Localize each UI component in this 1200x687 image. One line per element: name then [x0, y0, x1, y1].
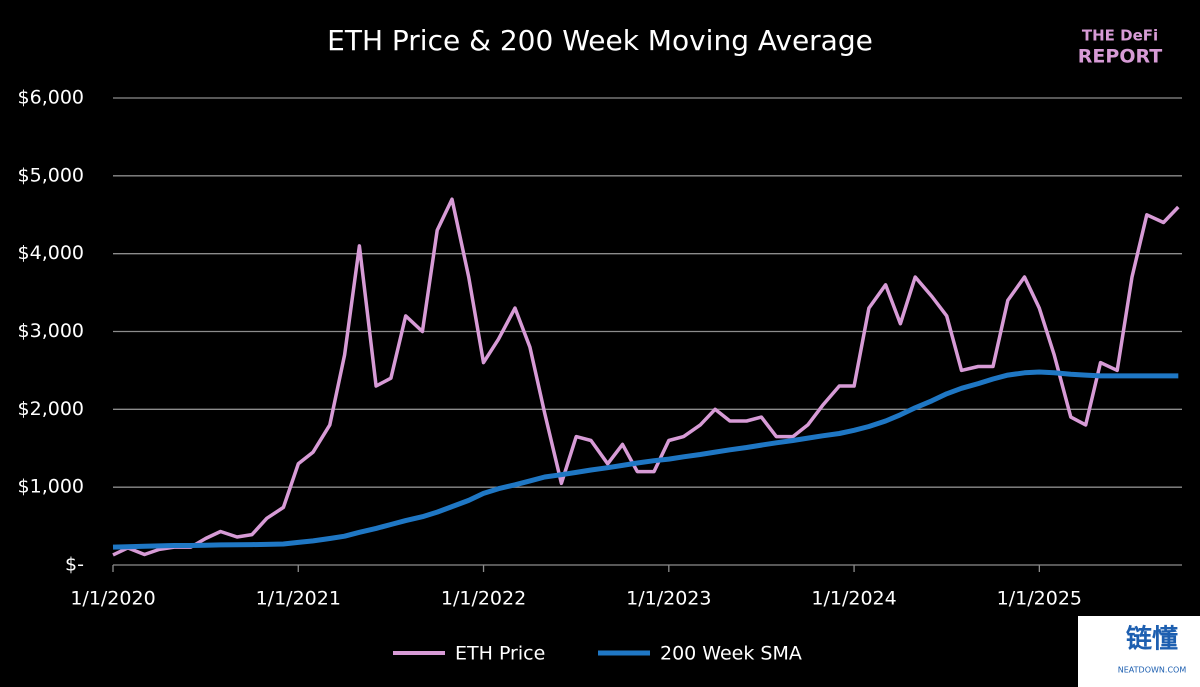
x-tick-label: 1/1/2025	[997, 588, 1082, 610]
y-tick-label: $2,000	[18, 398, 84, 420]
x-tick-label: 1/1/2023	[626, 588, 711, 610]
y-tick-label: $-	[65, 554, 84, 576]
y-tick-label: $6,000	[18, 87, 84, 109]
y-tick-label: $3,000	[18, 320, 84, 342]
logo: THE DeFi	[1082, 27, 1158, 45]
series-line	[112, 197, 1180, 557]
logo: REPORT	[1078, 46, 1162, 68]
series-line	[112, 369, 1179, 550]
chart-title: ETH Price & 200 Week Moving Average	[327, 24, 873, 57]
y-tick-label: $1,000	[18, 476, 84, 498]
legend-label: ETH Price	[455, 643, 545, 665]
x-tick-label: 1/1/2021	[256, 588, 341, 610]
watermark-box	[1078, 616, 1200, 687]
legend-label: 200 Week SMA	[660, 643, 802, 665]
x-tick-label: 1/1/2024	[811, 588, 896, 610]
y-tick-label: $4,000	[18, 242, 84, 264]
y-tick-label: $5,000	[18, 164, 84, 186]
watermark: 链懂	[1126, 624, 1178, 655]
x-tick-label: 1/1/2022	[441, 588, 526, 610]
watermark: NEATDOWN.COM	[1118, 666, 1187, 675]
x-tick-label: 1/1/2020	[70, 588, 155, 610]
